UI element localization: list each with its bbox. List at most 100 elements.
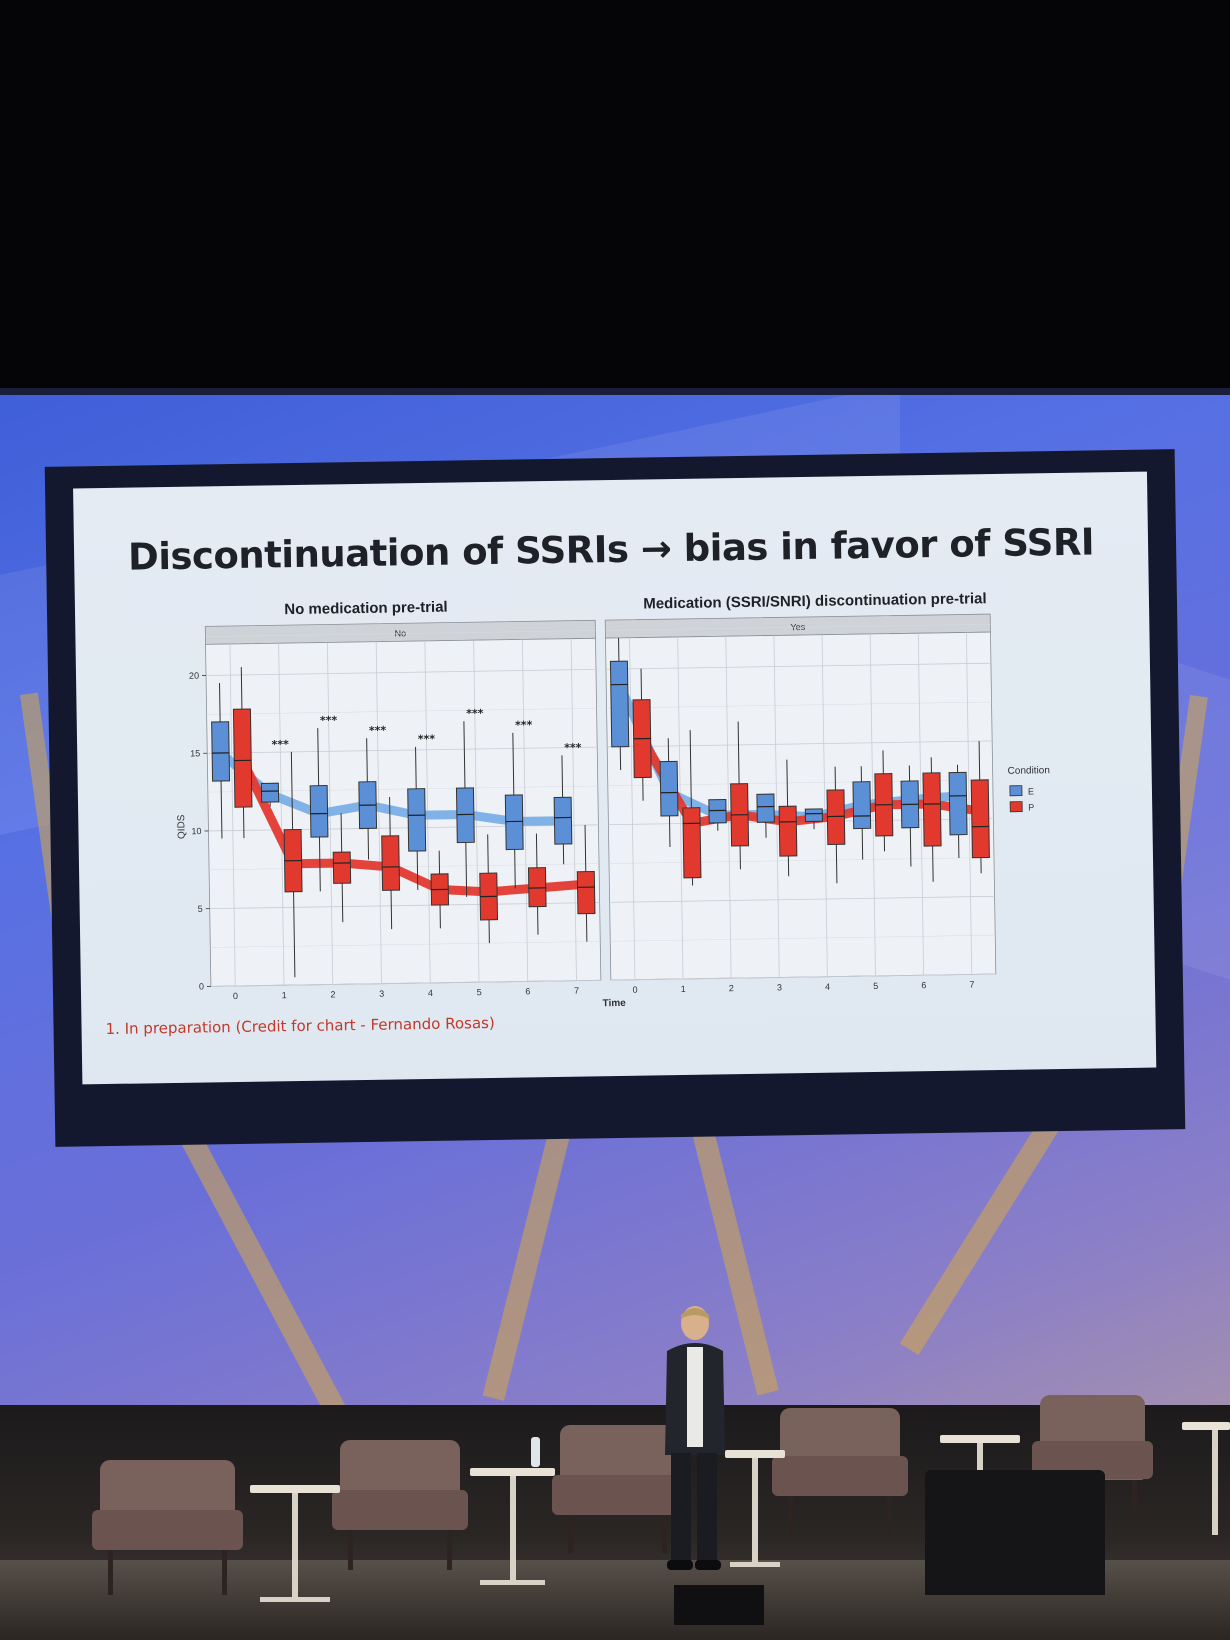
side-table	[725, 1450, 785, 1570]
stage-monitor	[674, 1585, 764, 1625]
gridline-y	[607, 740, 993, 748]
y-tick-label: 10	[191, 826, 201, 836]
box-p	[232, 708, 253, 808]
box-e	[609, 660, 630, 748]
armchair	[92, 1460, 243, 1595]
gridline-y	[609, 895, 995, 903]
box-e	[948, 771, 968, 836]
gridline-y-minor	[609, 857, 994, 864]
y-tick-label: 0	[199, 981, 204, 991]
gridline-y	[610, 973, 996, 981]
x-tick-label: 6	[921, 980, 926, 990]
significance-marker: ***	[564, 741, 582, 754]
slide: Discontinuation of SSRIs → bias in favor…	[73, 471, 1157, 1085]
box-e	[211, 721, 231, 782]
x-tick-label: 4	[428, 988, 433, 998]
box-e	[756, 793, 775, 823]
x-tick-label: 2	[330, 989, 335, 999]
legend-label-p: P	[1028, 802, 1034, 812]
y-tick-label: 20	[189, 671, 199, 681]
y-tick-label: 5	[198, 904, 203, 914]
x-tick-label: 1	[282, 990, 287, 1000]
box-p	[381, 835, 401, 891]
gridline-x	[773, 635, 780, 978]
gridline-y	[207, 746, 598, 754]
water-bottle	[531, 1437, 540, 1467]
side-table	[1182, 1422, 1230, 1542]
projection-screen: Discontinuation of SSRIs → bias in favor…	[44, 449, 1186, 1147]
gridline-x	[821, 634, 828, 977]
presenter	[665, 1306, 725, 1570]
x-tick-label: 0	[233, 991, 238, 1001]
truss-bar	[0, 388, 1230, 398]
box-e	[407, 788, 427, 852]
box-p	[527, 867, 547, 908]
y-axis-label: QIDS	[176, 814, 187, 839]
gridline-x	[629, 637, 636, 980]
x-axis-label: Time	[603, 998, 627, 1009]
box-e	[455, 787, 475, 844]
x-tick-label: 5	[873, 981, 878, 991]
side-table	[470, 1468, 555, 1588]
armchair	[332, 1440, 468, 1570]
x-tick-label: 3	[777, 982, 782, 992]
gridline-y-minor	[606, 701, 992, 709]
gridline-y-minor	[205, 630, 596, 637]
side-table	[250, 1485, 340, 1605]
gridline-y	[210, 979, 601, 987]
significance-marker: ***	[418, 733, 436, 746]
x-tick-label: 3	[379, 989, 384, 999]
legend-title: Condition	[1008, 765, 1050, 777]
box-e	[659, 760, 679, 817]
x-tick-label: 6	[525, 986, 530, 996]
significance-marker: ***	[466, 707, 484, 720]
x-tick-label: 7	[969, 979, 974, 989]
box-e	[504, 794, 524, 851]
covered-table	[925, 1470, 1105, 1595]
significance-marker: ***	[369, 724, 387, 737]
armchair	[1032, 1395, 1153, 1516]
box-e	[708, 798, 727, 824]
box-p	[576, 871, 596, 915]
gridline-x	[229, 644, 236, 986]
armchair	[772, 1408, 908, 1534]
x-tick-label: 4	[825, 982, 830, 992]
boxplot-chart: No01234567*********************Yes012345…	[176, 613, 1050, 1009]
gridline-x	[278, 643, 285, 986]
gridline-y-minor	[610, 934, 996, 942]
gridline-x	[965, 632, 973, 975]
gridline-y-minor	[605, 624, 991, 631]
legend-swatch-p	[1009, 801, 1023, 813]
box-e	[553, 796, 573, 845]
legend-swatch-e	[1009, 785, 1023, 797]
gridline-y-minor	[209, 863, 600, 871]
gridline-y	[206, 668, 596, 676]
gridline-y	[605, 662, 991, 670]
gridline-y-minor	[206, 707, 597, 715]
gridline-x	[473, 640, 480, 983]
x-tick-label: 2	[729, 983, 734, 993]
x-tick-label: 5	[477, 987, 482, 997]
box-e	[309, 785, 329, 838]
gridline-y-minor	[210, 941, 601, 948]
x-tick-label: 1	[681, 984, 686, 994]
box-p	[682, 807, 702, 879]
armchair	[552, 1425, 683, 1553]
box-p	[332, 851, 352, 884]
significance-marker: ***	[272, 738, 290, 751]
gridline-x	[570, 638, 577, 981]
box-p	[970, 779, 990, 859]
box-p	[922, 772, 942, 847]
gridline-x	[521, 639, 529, 982]
significance-marker: ***	[515, 719, 533, 732]
box-e	[852, 781, 872, 830]
gridline-x	[375, 641, 382, 984]
box-e	[804, 808, 823, 823]
significance-marker: ***	[320, 714, 338, 727]
side-table	[940, 1435, 1020, 1480]
box-e	[260, 782, 280, 803]
box-p	[826, 789, 846, 846]
x-tick-label: 7	[574, 986, 579, 996]
gridline-x	[725, 636, 732, 979]
x-tick-label: 0	[632, 985, 637, 995]
